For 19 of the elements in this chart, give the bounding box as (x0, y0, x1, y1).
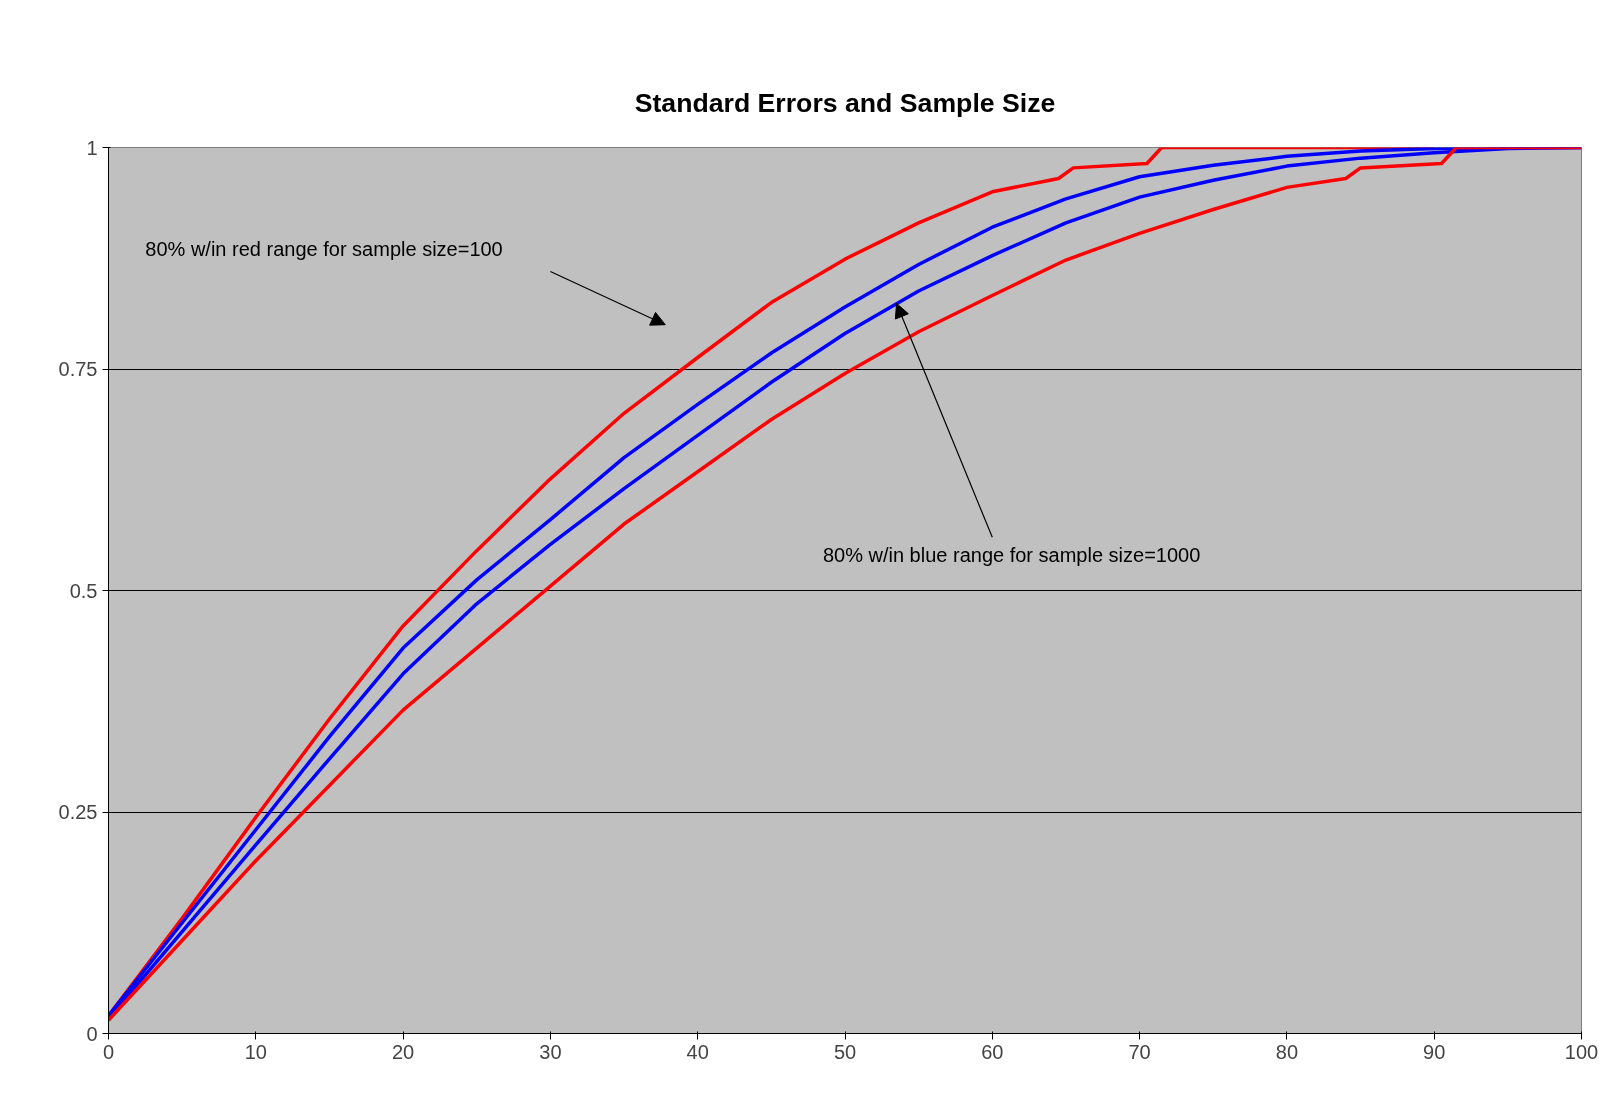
x-tick-label: 100 (1564, 1040, 1599, 1063)
x-tick-label: 60 (981, 1040, 1004, 1063)
x-tick-label: 20 (391, 1040, 415, 1063)
x-tick-label: 70 (1128, 1040, 1151, 1063)
annotation: 80% w/in blue range for sample size=1000 (822, 544, 1201, 567)
chart-title: Standard Errors and Sample Size (634, 87, 1056, 118)
y-tick-label: 0.25 (58, 801, 98, 823)
y-tick-label: 1 (86, 136, 98, 159)
y-tick-label: 0.75 (58, 358, 98, 380)
annotation: 80% w/in red range for sample size=100 (145, 238, 503, 261)
x-tick-label: 0 (102, 1040, 115, 1063)
y-tick-label: 0 (86, 1022, 98, 1045)
x-tick-label: 40 (686, 1040, 709, 1063)
x-tick-label: 90 (1423, 1040, 1446, 1063)
x-tick-label: 80 (1275, 1040, 1299, 1063)
x-tick-label: 30 (539, 1040, 562, 1063)
x-tick-label: 50 (833, 1040, 857, 1063)
y-tick-label: 0.5 (69, 579, 98, 602)
x-tick-label: 10 (244, 1040, 267, 1063)
